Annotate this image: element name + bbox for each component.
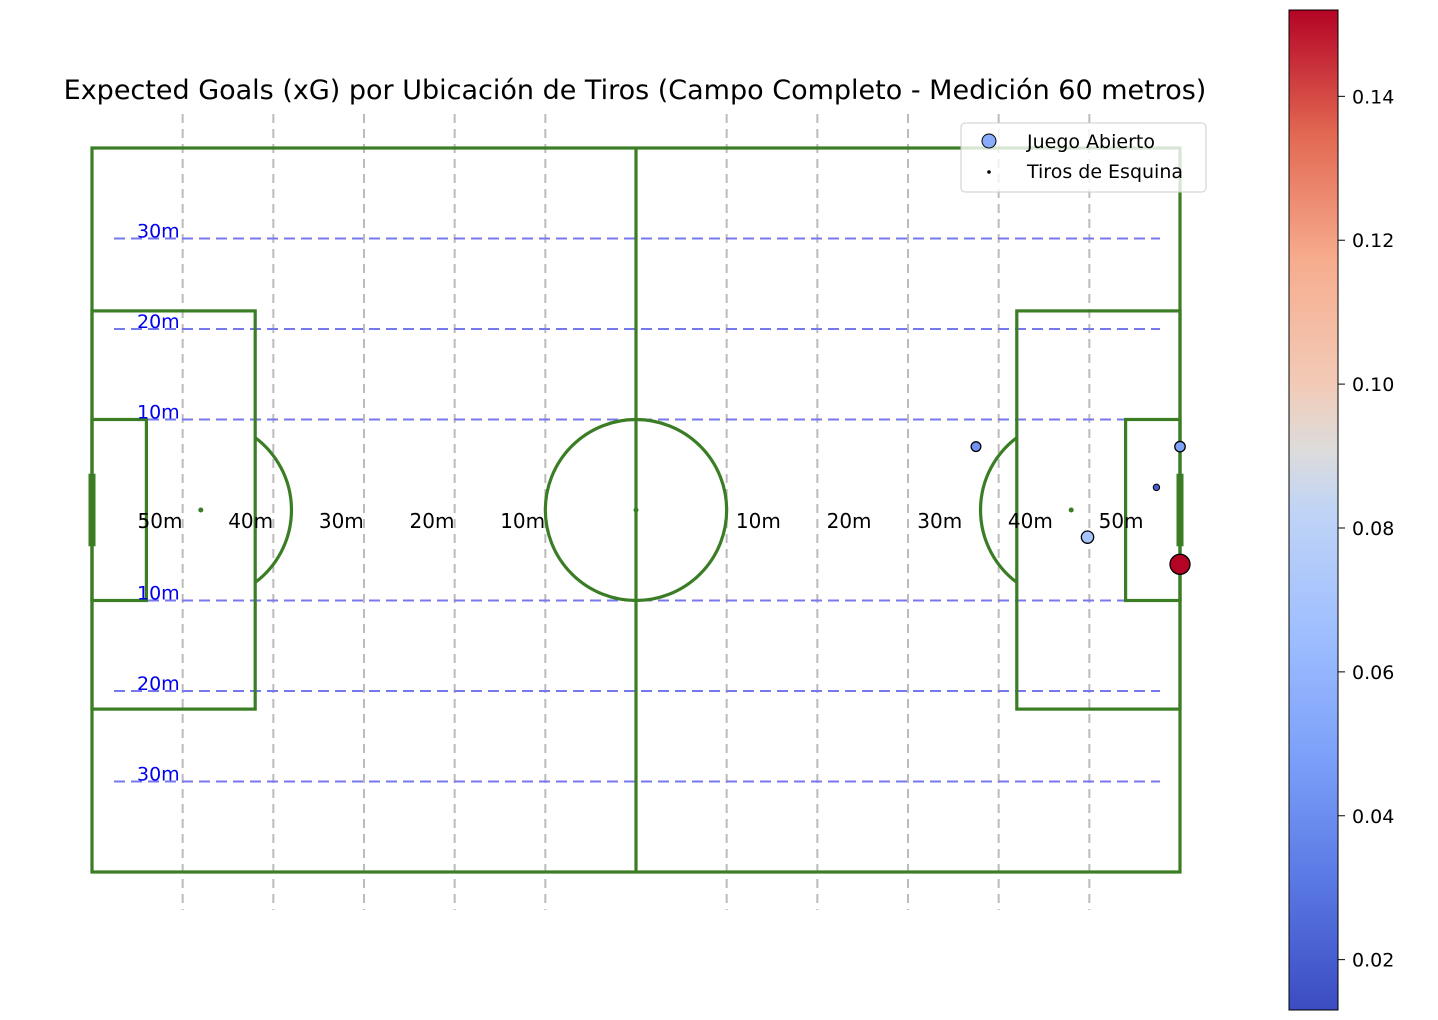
colorbar-tick-label: 0.14	[1352, 86, 1394, 108]
horizontal-band-lines	[114, 237, 1160, 783]
legend-label-juego-abierto: Juego Abierto	[1026, 131, 1155, 153]
colorbar-tick-label: 0.10	[1352, 374, 1394, 396]
legend-marker-tiros-de-esquina	[987, 170, 991, 174]
legend-label-tiros-de-esquina: Tiros de Esquina	[1026, 161, 1183, 183]
football-pitch	[88, 146, 1184, 874]
colorbar: 0.02 0.04 0.06 0.08 0.10 0.12 0.14	[1288, 9, 1394, 1011]
distance-labels: 50m 40m 30m 20m 10m 10m 20m 30m 40m 50m	[138, 509, 1144, 533]
colorbar-tick-label: 0.04	[1352, 806, 1394, 828]
distance-label-right: 40m	[1008, 509, 1053, 533]
band-label: 30m	[137, 221, 180, 243]
left-penalty-spot	[198, 507, 204, 513]
shot-point-open-play	[970, 441, 982, 453]
shot-point-corner	[1152, 483, 1161, 492]
shot-points	[970, 440, 1191, 575]
distance-label-right: 30m	[917, 509, 962, 533]
chart-title: Expected Goals (xG) por Ubicación de Tir…	[64, 75, 1207, 106]
colorbar-ticks: 0.02 0.04 0.06 0.08 0.10 0.12 0.14	[1338, 86, 1394, 972]
shot-point-open-play	[1169, 553, 1191, 575]
distance-label-right: 10m	[736, 509, 781, 533]
colorbar-tick-label: 0.12	[1352, 230, 1394, 252]
legend-box	[960, 122, 1207, 193]
colorbar-tick-label: 0.08	[1352, 518, 1394, 540]
distance-label-left: 50m	[138, 509, 183, 533]
band-label: 30m	[137, 764, 180, 786]
distance-label-left: 20m	[410, 509, 455, 533]
distance-label-right: 20m	[827, 509, 872, 533]
center-spot	[633, 507, 639, 513]
center-circle	[543, 417, 729, 603]
distance-label-right: 50m	[1099, 509, 1144, 533]
right-penalty-spot	[1068, 507, 1074, 513]
left-penalty-arc	[254, 436, 294, 584]
vertical-distance-gridlines	[181, 114, 1091, 910]
colorbar-gradient	[1288, 9, 1339, 1011]
legend: Juego Abierto Tiros de Esquina	[960, 122, 1207, 193]
colorbar-tick-label: 0.06	[1352, 662, 1394, 684]
colorbar-tick-label: 0.02	[1352, 950, 1394, 972]
shot-point-open-play	[1174, 440, 1186, 453]
band-label: 20m	[137, 311, 180, 333]
distance-label-left: 40m	[228, 509, 273, 533]
band-label: 10m	[137, 402, 180, 424]
legend-marker-juego-abierto	[981, 133, 997, 149]
right-penalty-arc	[978, 436, 1018, 584]
distance-label-left: 10m	[500, 509, 545, 533]
band-label: 10m	[137, 583, 180, 605]
shot-point-open-play	[1080, 530, 1095, 544]
distance-label-left: 30m	[319, 509, 364, 533]
band-labels: 30m 20m 10m 10m 20m 30m	[137, 221, 180, 786]
band-label: 20m	[137, 673, 180, 695]
